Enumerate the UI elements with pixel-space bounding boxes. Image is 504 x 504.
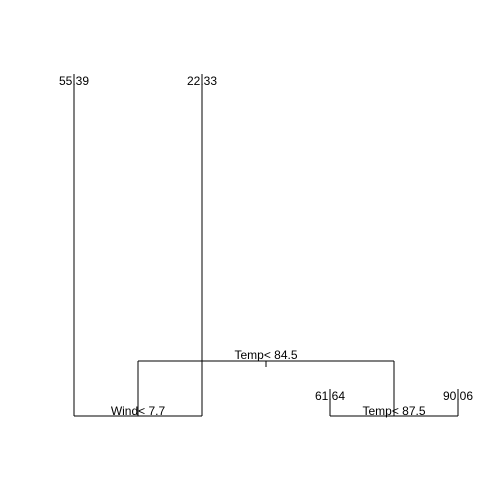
leaf-label-4: 90.06 <box>443 389 473 403</box>
split-label-right: Temp< 87.5 <box>362 404 425 418</box>
leaf-label-2: 22.33 <box>187 74 217 88</box>
node-labels: Temp< 84.5 Wind< 7.7 Temp< 87.5 55.39 22… <box>59 74 473 418</box>
split-label-left: Wind< 7.7 <box>111 404 166 418</box>
leaf-label-3: 61.64 <box>315 389 345 403</box>
leaf-label-1: 55.39 <box>59 74 89 88</box>
branch-lines <box>73 74 459 417</box>
split-label-root: Temp< 84.5 <box>234 348 297 362</box>
